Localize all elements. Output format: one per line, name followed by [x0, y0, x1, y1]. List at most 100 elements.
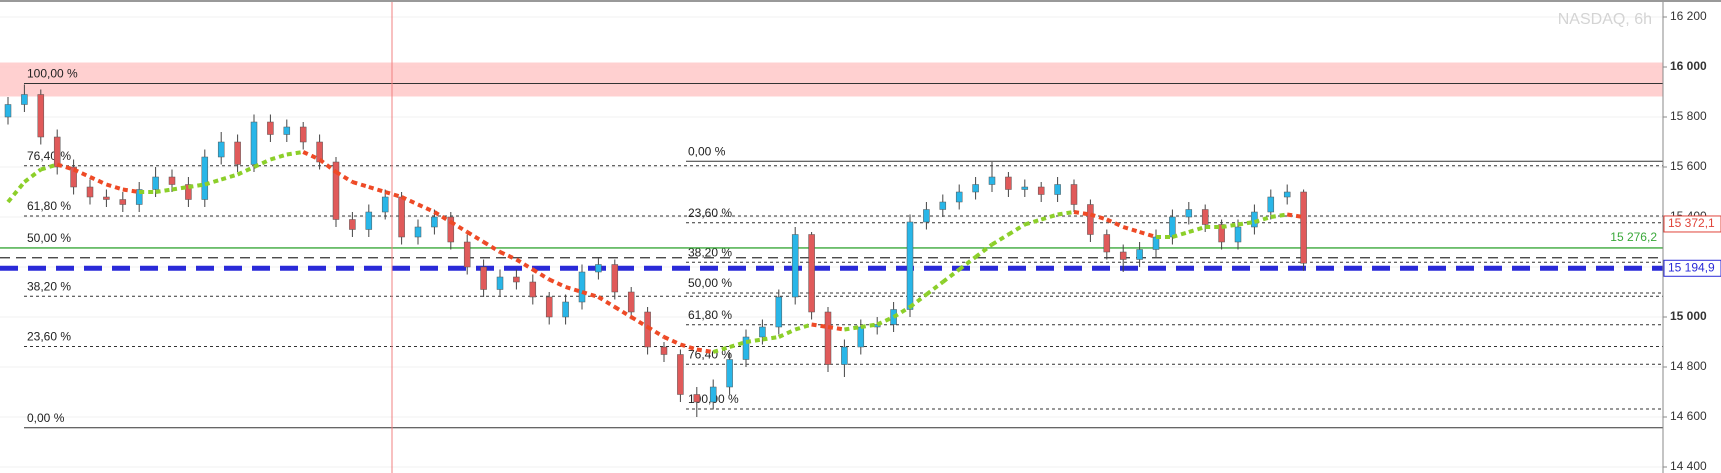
fib-label: 23,60 % [688, 206, 732, 220]
moving-average-segment [762, 335, 780, 342]
moving-average-segment [663, 335, 682, 347]
candle-body [70, 166, 77, 188]
resistance-zone [0, 62, 1663, 97]
candle-body [1037, 186, 1045, 195]
moving-average-segment [1221, 222, 1239, 229]
moving-average-segment [1188, 225, 1206, 234]
moving-average-segment [499, 250, 518, 262]
moving-average-segment [876, 315, 895, 327]
candle-body [791, 234, 799, 298]
candle-body [86, 186, 94, 198]
candle-body [906, 221, 914, 310]
moving-average-segment [1024, 217, 1042, 227]
moving-average-segment [72, 167, 91, 179]
moving-average-segment [548, 277, 567, 289]
candle-body [742, 336, 750, 360]
candle-body [1185, 209, 1193, 218]
candle-body [562, 301, 569, 318]
moving-average-segment [1105, 217, 1125, 229]
candle-body [119, 199, 127, 205]
moving-average-segment [696, 347, 714, 354]
candle-body [988, 176, 996, 185]
moving-average-segment [334, 170, 354, 184]
moving-average-segment [892, 305, 912, 319]
moving-average-segment [89, 175, 108, 187]
moving-average-segment [302, 150, 321, 162]
candle-body [1218, 224, 1225, 243]
candle-body [759, 326, 766, 338]
axis-background [1663, 2, 1721, 473]
candle-body [103, 196, 110, 200]
moving-average-segment [990, 232, 1010, 247]
moving-average-segment [679, 342, 698, 352]
price-tag-label: 15 372,1 [1668, 216, 1715, 230]
moving-average-segment [844, 325, 862, 332]
moving-average-segment [941, 267, 961, 284]
candle-body [693, 394, 701, 403]
moving-average-segment [811, 322, 829, 329]
candle-body [496, 276, 504, 290]
candle-body [611, 264, 619, 293]
moving-average-segment [384, 190, 403, 199]
candle-body [267, 121, 274, 135]
moving-average-segment [1286, 212, 1304, 219]
moving-average-segment [269, 152, 288, 162]
moving-average-segment [1007, 222, 1026, 237]
candle-body [1136, 249, 1143, 260]
candle-body [1283, 191, 1291, 198]
candle-body [595, 264, 602, 273]
candle-body [4, 104, 12, 118]
moving-average-segment [400, 195, 419, 207]
candle-body [955, 191, 963, 203]
moving-average-segment [433, 210, 452, 224]
moving-average-segment [368, 185, 386, 194]
moving-average-segment [565, 285, 583, 294]
candle-body [283, 126, 291, 135]
candle-body [37, 94, 45, 138]
candle-body [677, 354, 684, 395]
y-tick-label: 14 600 [1670, 409, 1707, 423]
candle-body [808, 234, 815, 313]
candle-body [1103, 234, 1111, 253]
y-tick-label: 16 200 [1670, 9, 1707, 23]
candle-body [21, 94, 28, 105]
moving-average-segment [908, 292, 928, 309]
moving-average-segment [1270, 212, 1288, 219]
fib-label: 61,80 % [27, 199, 71, 213]
candle-body [545, 296, 553, 318]
fib-label: 23,60 % [27, 330, 71, 344]
candle-body [381, 196, 389, 213]
candle-body [1267, 196, 1275, 213]
moving-average-segment [630, 315, 649, 329]
moving-average-segment [827, 325, 845, 332]
candle-body [1300, 191, 1307, 264]
y-tick-label: 15 000 [1670, 309, 1707, 323]
moving-average-segment [1122, 225, 1141, 234]
moving-average-segment [729, 340, 747, 349]
candle-body [53, 136, 61, 168]
candle-body [349, 219, 356, 230]
candle-body [152, 176, 159, 190]
chart-title: NASDAQ, 6h [1558, 11, 1652, 28]
candle-body [578, 271, 586, 303]
candle-body [480, 266, 487, 290]
moving-average-segment [1073, 210, 1091, 217]
fib-label: 0,00 % [688, 144, 726, 158]
candle-body [431, 216, 438, 228]
moving-average-segment [253, 157, 272, 169]
candle-body [660, 346, 668, 355]
candle-body [250, 121, 258, 165]
fib-label: 100,00 % [27, 67, 78, 81]
price-tag [1663, 215, 1721, 233]
moving-average-segment [171, 185, 189, 192]
moving-average-segment [1237, 220, 1255, 227]
candle-body [824, 311, 832, 365]
candle-body [1021, 186, 1029, 190]
moving-average-segment [974, 242, 994, 259]
price-label: 15 276,2 [1610, 230, 1657, 244]
candle-body [529, 281, 537, 298]
candle-body [709, 386, 717, 403]
candle-body [1234, 226, 1242, 243]
price-tag [1663, 259, 1721, 277]
